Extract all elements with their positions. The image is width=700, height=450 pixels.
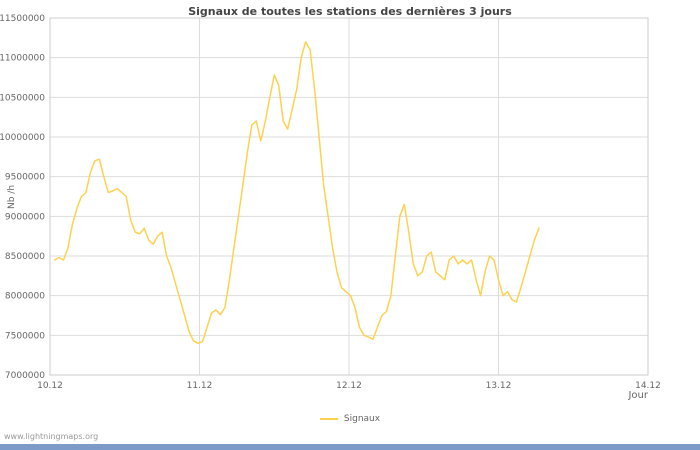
y-tick-label: 9000000 xyxy=(5,212,45,222)
x-tick-label: 10.12 xyxy=(37,381,63,391)
legend-label: Signaux xyxy=(343,414,381,424)
bottom-bar xyxy=(0,444,700,450)
y-tick-label: 8000000 xyxy=(5,292,45,302)
series-line-signaux xyxy=(53,41,540,345)
y-tick-label: 7000000 xyxy=(5,371,45,381)
chart-svg: 7000000 7500000 8000000 8500000 9000000 95000… xyxy=(0,14,661,391)
footer-site-link[interactable]: www.lightningmaps.org xyxy=(4,432,99,441)
y-tick-label: 9500000 xyxy=(5,173,45,183)
x-tick-label: 11.12 xyxy=(187,381,213,391)
plot-border xyxy=(49,17,649,376)
x-tick-label: 13.12 xyxy=(486,381,512,391)
y-tick-label: 10500000 xyxy=(0,93,45,103)
legend-line-swatch xyxy=(319,418,338,420)
x-tick-label: 14.12 xyxy=(635,381,661,391)
y-tick-label: 7500000 xyxy=(5,331,45,341)
x-tick-label: 12.12 xyxy=(336,381,362,391)
chart-title: Signaux de toutes les stations des derni… xyxy=(188,5,512,18)
legend: Signaux xyxy=(0,414,700,424)
y-tick-label: 11500000 xyxy=(0,14,45,24)
y-tick-label: 11000000 xyxy=(0,54,45,64)
y-axis-label: Nb /h xyxy=(7,184,17,210)
x-axis-label: Jour xyxy=(628,390,648,401)
y-tick-label: 10000000 xyxy=(0,133,45,143)
y-tick-label: 8500000 xyxy=(5,252,45,262)
